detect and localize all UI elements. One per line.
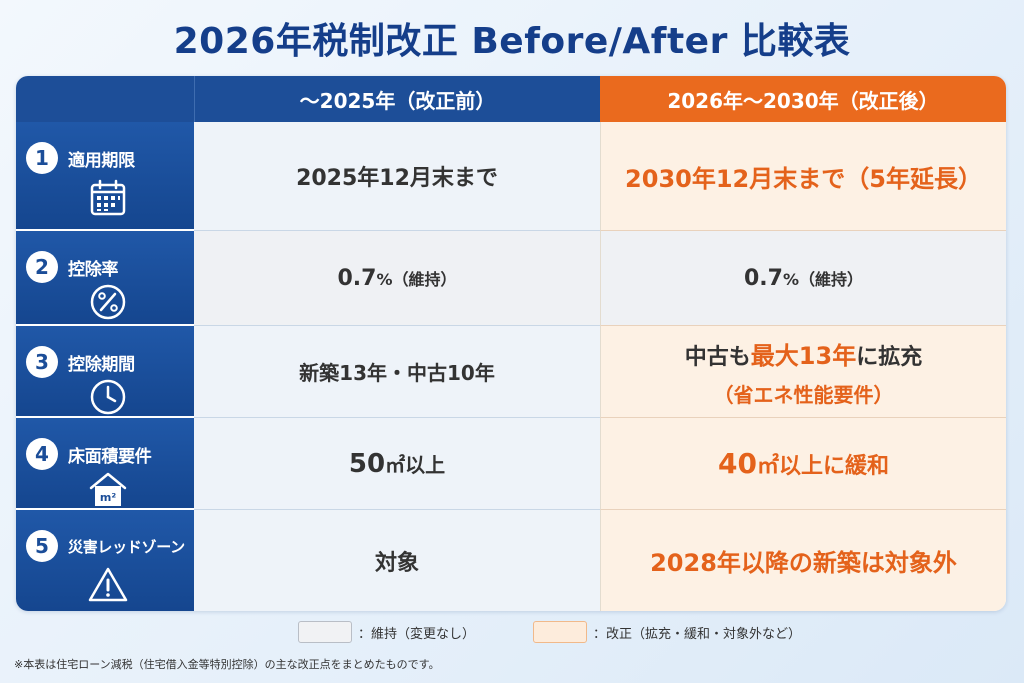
- percent-icon: [87, 283, 129, 321]
- legend-swatch-keep: [298, 621, 352, 643]
- before-main: 50: [348, 448, 386, 479]
- row-label: 控除率: [68, 259, 119, 280]
- comparison-table: 〜2025年（改正前） 2026年〜2030年（改正後） 1 適用期限: [16, 76, 1006, 611]
- row-number: 1: [26, 142, 58, 174]
- header-before: 〜2025年（改正前）: [194, 76, 600, 122]
- warning-icon: [87, 566, 129, 604]
- before-cell: 新築13年・中古10年: [194, 326, 600, 418]
- table-row-duration: 3 控除期間 新築13年・中古10年 中古も最大13年に拡充 （省エネ性能要件）: [16, 326, 1006, 418]
- before-cell: 0.7%（維持）: [194, 231, 600, 326]
- before-value: 対象: [374, 550, 419, 576]
- before-value: 50㎡以上: [349, 449, 445, 479]
- table-row-floor-area: 4 床面積要件 m² 50㎡以上 40㎡以上に緩和: [16, 418, 1006, 510]
- row-label-cell: 1 適用期限: [16, 122, 194, 231]
- row-label: 床面積要件: [68, 446, 152, 467]
- before-suffix: %（維持）: [376, 269, 457, 289]
- clock-icon: [87, 378, 129, 416]
- after-suffix: %（維持）: [782, 269, 864, 289]
- after-suffix: ㎡以上に緩和: [756, 454, 889, 479]
- after-value: 40㎡以上に緩和: [718, 447, 889, 480]
- after-value: 2028年以降の新築は対象外: [650, 549, 957, 577]
- row-number: 4: [26, 438, 58, 470]
- after-subtext: （省エネ性能要件）: [713, 382, 894, 407]
- row-label: 控除期間: [68, 354, 135, 375]
- after-prefix: 中古も: [684, 344, 751, 370]
- after-cell: 2028年以降の新築は対象外: [600, 510, 1006, 611]
- before-value: 新築13年・中古10年: [299, 361, 495, 385]
- row-number: 2: [26, 251, 58, 283]
- before-cell: 50㎡以上: [194, 418, 600, 510]
- after-value: 2030年12月末まで（5年延長）: [625, 164, 982, 193]
- after-value: 0.7%（維持）: [744, 266, 863, 291]
- row-number: 5: [26, 530, 58, 562]
- calendar-icon: [87, 179, 129, 217]
- before-main: 0.7: [337, 265, 377, 291]
- table-row-rate: 2 控除率 0.7%（維持） 0.7%（維持）: [16, 231, 1006, 326]
- before-cell: 対象: [194, 510, 600, 611]
- after-highlight: 最大13年: [750, 341, 857, 370]
- legend-keep-label: ：維持（変更なし）: [358, 626, 476, 642]
- header-after: 2026年〜2030年（改正後）: [600, 76, 1006, 122]
- legend-swatch-change: [533, 621, 587, 643]
- row-label-cell: 3 控除期間: [16, 326, 194, 418]
- after-main: 0.7: [743, 265, 783, 291]
- legend-keep: ：維持（変更なし）: [298, 620, 475, 644]
- before-value: 0.7%（維持）: [337, 266, 456, 291]
- row-label: 災害レッドゾーン: [68, 537, 185, 556]
- before-cell: 2025年12月末まで: [194, 122, 600, 231]
- table-row-disaster-zone: 5 災害レッドゾーン 対象 2028年以降の新築は対象外: [16, 510, 1006, 611]
- footnote: ※本表は住宅ローン減税（住宅借入金等特別控除）の主な改正点をまとめたものです。: [14, 658, 440, 671]
- row-label-cell: 5 災害レッドゾーン: [16, 510, 194, 611]
- legend-change-label: ：改正（拡充・緩和・対象外など）: [593, 626, 802, 642]
- after-cell: 2030年12月末まで（5年延長）: [600, 122, 1006, 231]
- table-row-period: 1 適用期限: [16, 122, 1006, 231]
- house-icon: m²: [87, 470, 129, 508]
- before-value: 2025年12月末まで: [296, 166, 498, 191]
- after-suffix: に拡充: [856, 344, 923, 370]
- house-icon-label: m²: [100, 491, 116, 504]
- row-label-cell: 4 床面積要件 m²: [16, 418, 194, 510]
- after-cell: 40㎡以上に緩和: [600, 418, 1006, 510]
- after-value: 中古も最大13年に拡充: [685, 336, 922, 371]
- before-suffix: ㎡以上: [385, 452, 446, 477]
- after-cell: 中古も最大13年に拡充 （省エネ性能要件）: [600, 326, 1006, 418]
- row-number: 3: [26, 346, 58, 378]
- after-main: 40: [718, 447, 757, 480]
- legend-change: ：改正（拡充・緩和・対象外など）: [533, 620, 801, 644]
- after-cell: 0.7%（維持）: [600, 231, 1006, 326]
- page-title: 2026年税制改正 Before/After 比較表: [173, 21, 851, 62]
- header-corner: [16, 76, 194, 122]
- row-label: 適用期限: [68, 150, 135, 171]
- row-label-cell: 2 控除率: [16, 231, 194, 326]
